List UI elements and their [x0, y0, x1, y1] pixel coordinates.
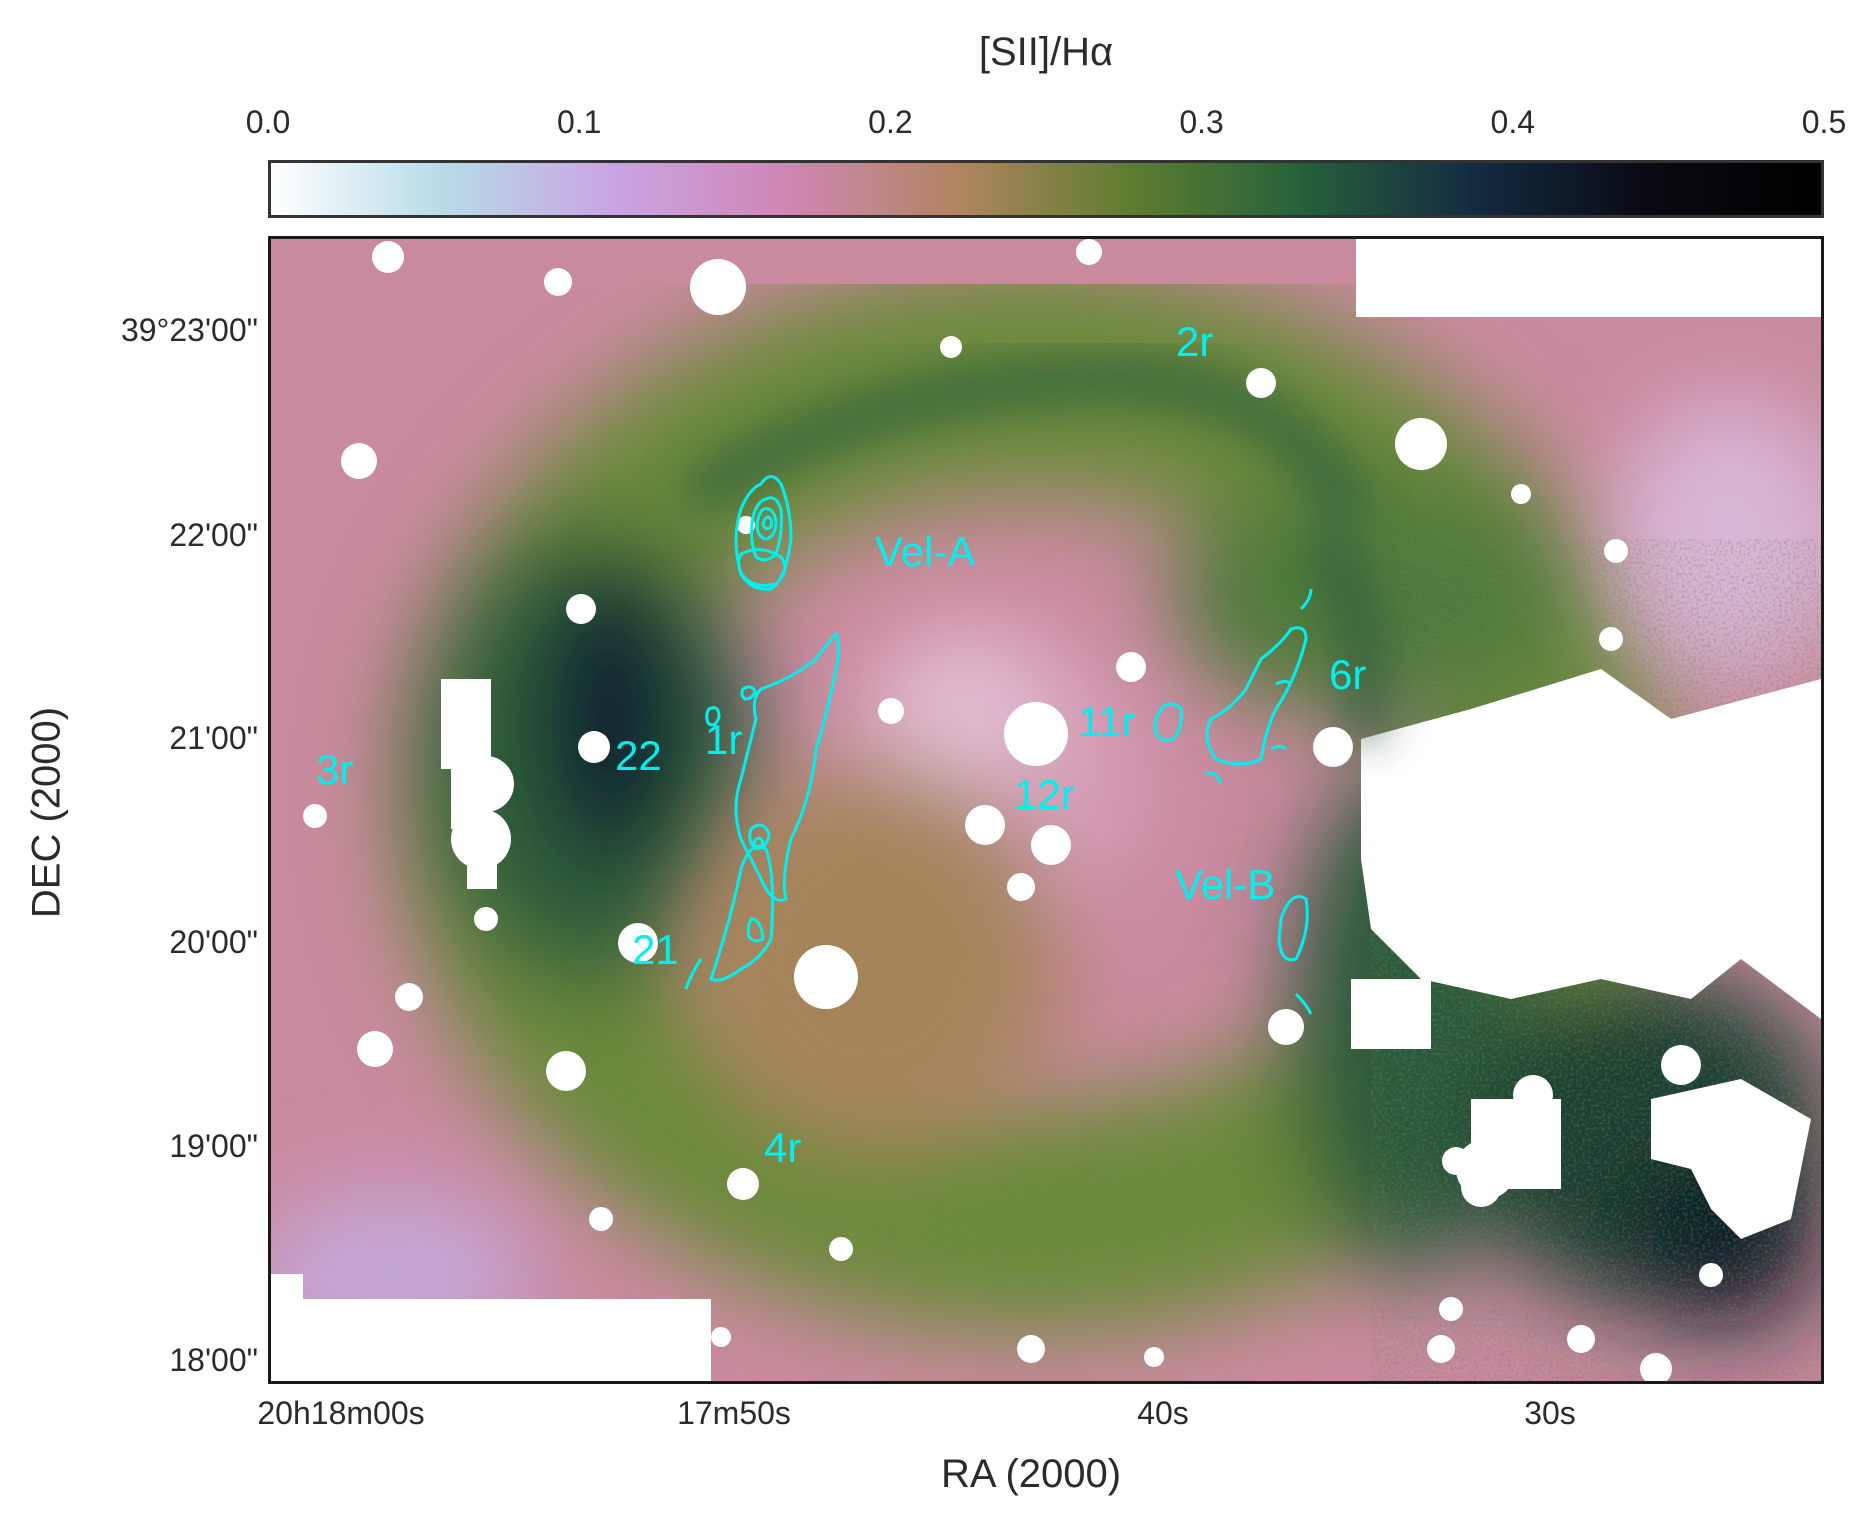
masked-star [474, 907, 498, 931]
masked-star [566, 594, 596, 624]
masked-star [1144, 1347, 1164, 1367]
annotation-label: 6r [1329, 651, 1367, 698]
masked-star [711, 1327, 731, 1347]
masked-star [395, 983, 423, 1011]
masked-star [357, 1031, 393, 1067]
annotation-label: Vel-B [1175, 861, 1276, 908]
contours [684, 475, 1313, 1015]
colorbar-tick-label: 0.1 [556, 104, 602, 140]
colorbar-tick-label: 0.4 [1490, 104, 1536, 140]
masked-star [1599, 627, 1623, 651]
masked-star [618, 923, 658, 963]
annotation-label: 12r [1014, 771, 1075, 818]
annotation-label: 1r [705, 716, 743, 763]
masked-star [1268, 1009, 1304, 1045]
masked-star [1395, 418, 1447, 470]
y-tick-label: 39°23'00" [120, 312, 258, 348]
colorbar-tick-label: 0.3 [1179, 104, 1224, 140]
masked-star [544, 268, 572, 296]
masked-star [1004, 702, 1068, 766]
masked-star [1513, 1075, 1553, 1115]
masked-star [578, 731, 610, 763]
masked-star [1017, 1335, 1045, 1363]
y-tick-label: 20'00" [169, 924, 258, 960]
x-tick-label: 17m50s [677, 1395, 791, 1431]
masked-star [546, 1051, 586, 1091]
masked-star [1699, 1263, 1723, 1287]
x-tick-label: 20h18m00s [257, 1395, 425, 1431]
masked-star [1116, 652, 1146, 682]
masked-star [1661, 1045, 1701, 1085]
y-tick-label: 18'00" [169, 1342, 258, 1378]
masked-star [1604, 539, 1628, 563]
masked-star [1076, 239, 1102, 265]
masked-star [965, 805, 1005, 845]
annotation-label: 11r [1078, 698, 1136, 745]
x-axis-label: RA (2000) [941, 1452, 1122, 1496]
annotation-label: 22 [615, 732, 662, 779]
masked-star [1439, 1297, 1463, 1321]
map-canvas [271, 239, 1821, 1381]
masked-region [451, 769, 491, 829]
masked-region [441, 679, 491, 769]
masked-star [1456, 1139, 1516, 1199]
masked-star [727, 1168, 759, 1200]
masked-star [1007, 873, 1035, 901]
masked-region [467, 849, 497, 889]
colorbar-tick-label: 0.0 [245, 104, 291, 140]
masked-star [1567, 1325, 1595, 1353]
masked-star [878, 698, 904, 724]
masked-star [1313, 727, 1353, 767]
colorbar-title: [SII]/Hα [978, 30, 1114, 74]
annotation-label: 3r [316, 746, 354, 793]
x-tick-label: 40s [1137, 1395, 1189, 1431]
masked-star [829, 1237, 853, 1261]
masked-star [341, 443, 377, 479]
masked-star [690, 259, 746, 315]
masked-star [589, 1207, 613, 1231]
masked-star [303, 804, 327, 828]
y-tick-label: 21'00" [169, 720, 258, 756]
y-tick-label: 22'00" [169, 517, 258, 553]
y-axis-label: DEC (2000) [24, 706, 69, 919]
annotation-label: 21 [632, 926, 679, 973]
annotation-label: Vel-A [875, 528, 976, 575]
colorbar-tick-label: 0.5 [1801, 104, 1847, 140]
annotation-label: 4r [764, 1124, 802, 1171]
masked-star [1640, 1353, 1672, 1381]
masked-star [1246, 368, 1276, 398]
annotation-label: 2r [1176, 318, 1214, 365]
masked-star [1031, 825, 1071, 865]
x-tick-label: 30s [1524, 1395, 1576, 1431]
y-tick-label: 19'00" [169, 1128, 258, 1164]
masked-star [372, 241, 404, 273]
masked-star [1427, 1335, 1455, 1363]
emission-ratio-map [268, 236, 1824, 1384]
masked-star [940, 336, 962, 358]
colorbar [268, 160, 1824, 218]
masked-star [794, 945, 858, 1009]
colorbar-tick-label: 0.2 [868, 104, 913, 140]
masked-star [1511, 484, 1531, 504]
